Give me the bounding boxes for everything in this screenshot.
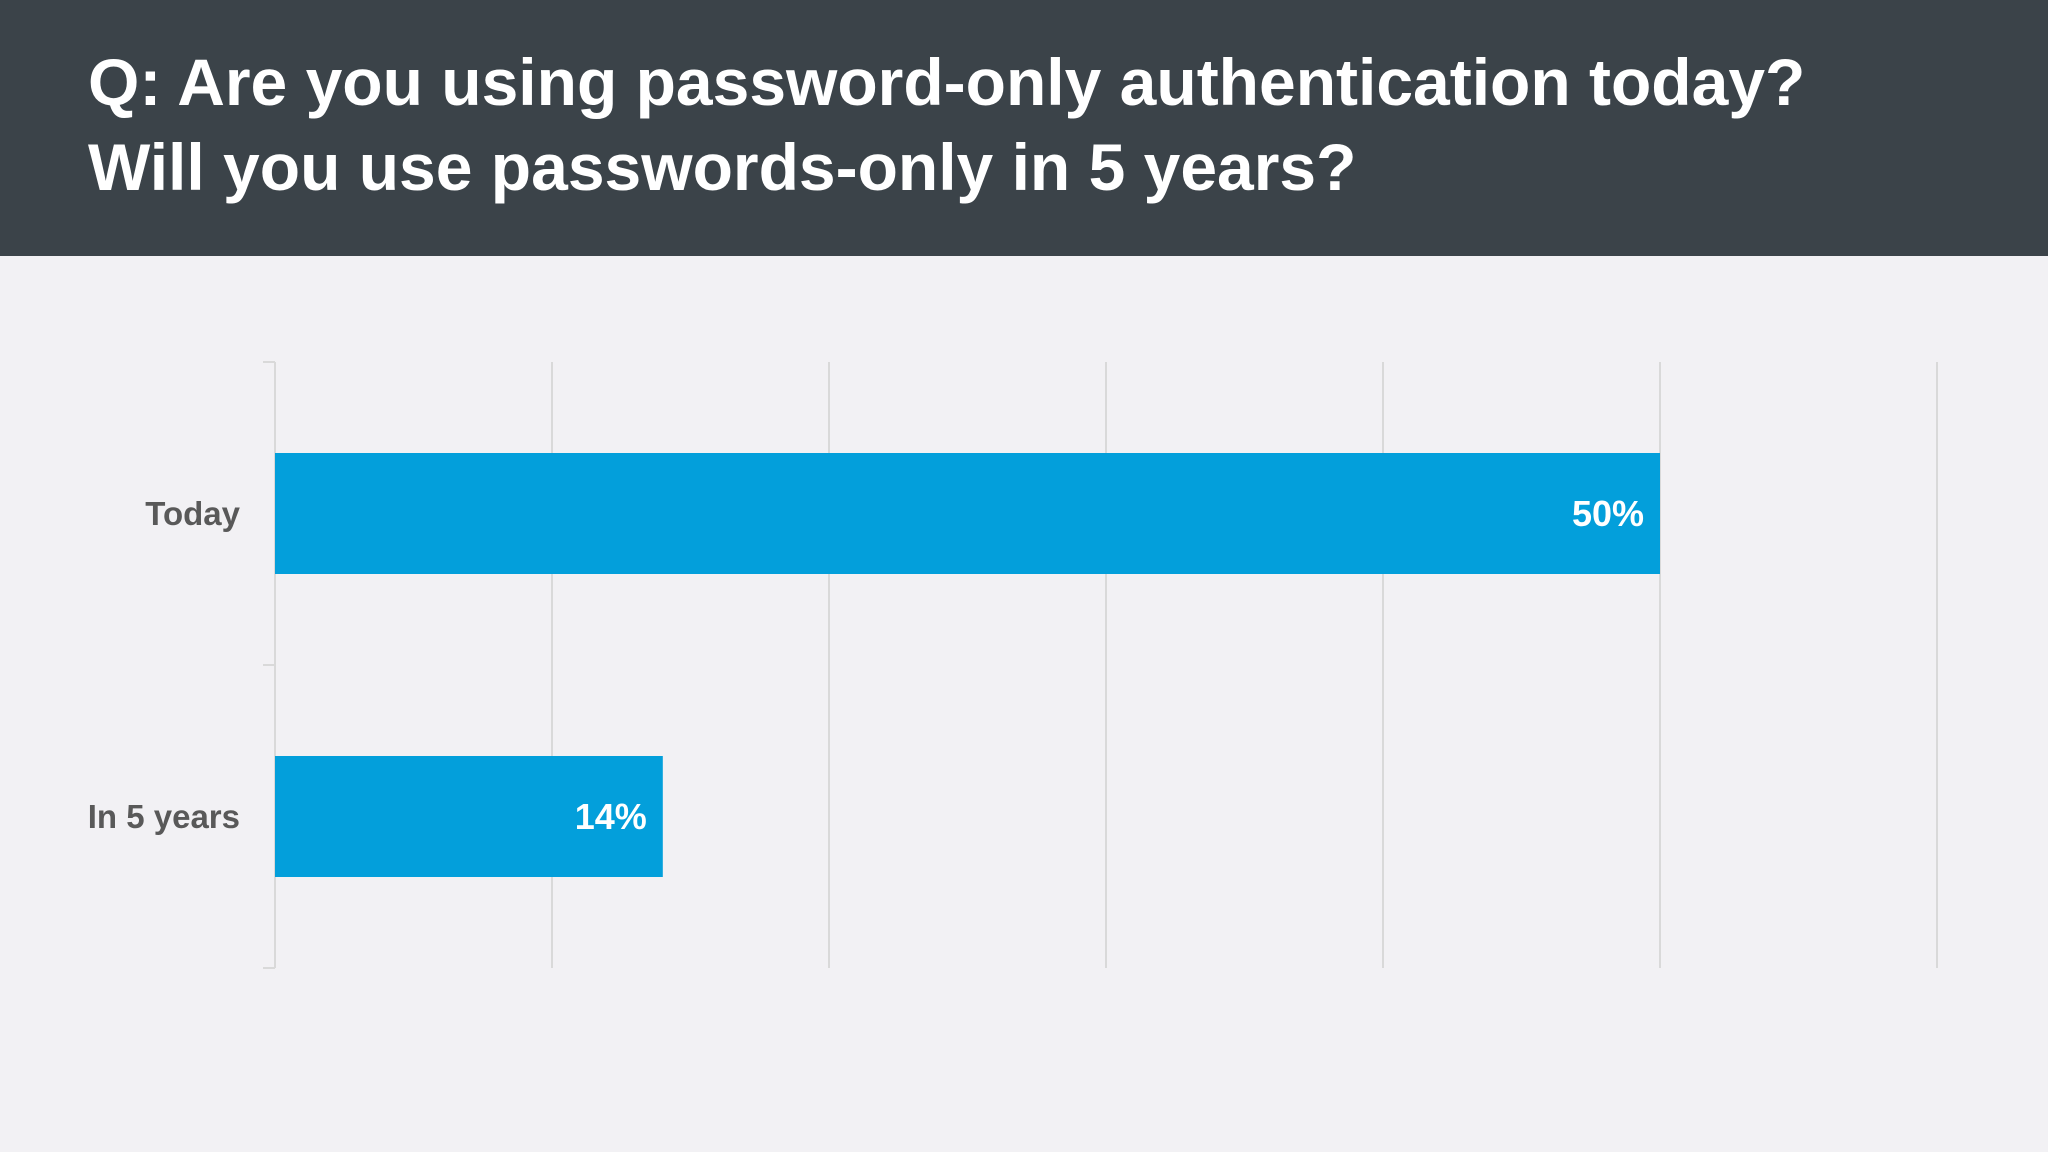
category-label: Today [145, 495, 240, 532]
category-label: In 5 years [88, 798, 240, 835]
title-banner: Q: Are you using password-only authentic… [0, 0, 2048, 256]
title-line-2: Will you use passwords-only in 5 years? [88, 130, 1357, 204]
data-label: 14% [575, 796, 647, 837]
bar [275, 756, 663, 877]
page-title: Q: Are you using password-only authentic… [88, 40, 1988, 210]
data-label: 50% [1572, 493, 1644, 534]
title-line-1: Q: Are you using password-only authentic… [88, 45, 1806, 119]
bar [275, 453, 1660, 574]
